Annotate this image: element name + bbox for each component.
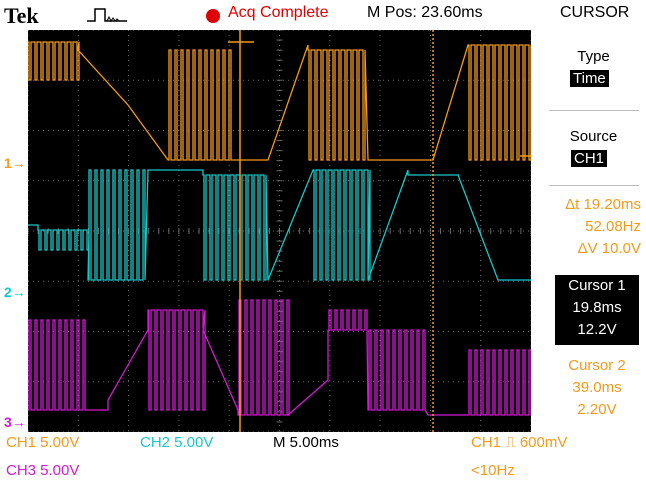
trigger-frequency-readout: <10Hz: [471, 462, 515, 479]
trigger-readout: CH1 ⎍ 600mV: [471, 434, 568, 451]
ch1-ground-marker: 1→: [4, 155, 26, 171]
brand-logo: Tek: [4, 3, 39, 28]
ch2-scale-readout: CH2 5.00V: [140, 434, 214, 451]
waveform-canvas: [28, 30, 531, 432]
type-label: Type: [577, 48, 610, 65]
ch3-waveform: [28, 299, 531, 416]
bottom-status-bar: CH1 5.00V CH2 5.00V M 5.00ms CH1 ⎍ 600mV…: [0, 432, 646, 490]
ch3-ground-marker: 3→: [4, 414, 26, 430]
cursor-1-time: 19.8ms: [572, 299, 622, 316]
cursor-1-value: 12.2V: [577, 321, 617, 338]
cursor-2-value: 2.20V: [577, 401, 617, 418]
ch2-waveform: [28, 169, 531, 281]
side-menu-divider: [549, 185, 639, 186]
acquisition-status: Acq Complete: [228, 4, 329, 21]
ch1-waveform: [28, 41, 531, 161]
cursor-2-readout[interactable]: Cursor 2 39.0ms 2.20V: [555, 355, 639, 421]
ch2-ground-marker: 2→: [4, 284, 26, 300]
side-menu-divider: [549, 110, 639, 111]
horizontal-position-readout: M Pos: 23.60ms: [367, 4, 483, 21]
cursor-side-menu: Type Time Source CH1 Δt 19.20ms 52.08Hz …: [541, 30, 646, 430]
acquisition-status-icon: [206, 9, 220, 23]
cursor-1-readout[interactable]: Cursor 1 19.8ms 12.2V: [555, 275, 639, 345]
waveform-display[interactable]: [28, 30, 531, 432]
trigger-pulse-icon: [87, 8, 127, 22]
frequency-readout: 52.08Hz: [585, 218, 641, 235]
ch1-scale-readout: CH1 5.00V: [6, 434, 80, 451]
source-value-button[interactable]: CH1: [571, 150, 608, 167]
cursor-1-title: Cursor 1: [568, 277, 626, 294]
delta-voltage-readout: ΔV 10.0V: [577, 240, 641, 257]
type-value-button[interactable]: Time: [570, 70, 609, 87]
menu-title: CURSOR: [560, 4, 630, 21]
delta-time-readout: Δt 19.20ms: [565, 196, 641, 213]
source-label: Source: [569, 128, 618, 145]
status-bar: Tek Acq Complete M Pos: 23.60ms CURSOR: [0, 0, 646, 30]
cursor-2-title: Cursor 2: [568, 357, 626, 374]
timebase-readout: M 5.00ms: [273, 434, 339, 451]
ch3-scale-readout: CH3 5.00V: [6, 462, 80, 479]
cursor-2-time: 39.0ms: [572, 379, 622, 396]
